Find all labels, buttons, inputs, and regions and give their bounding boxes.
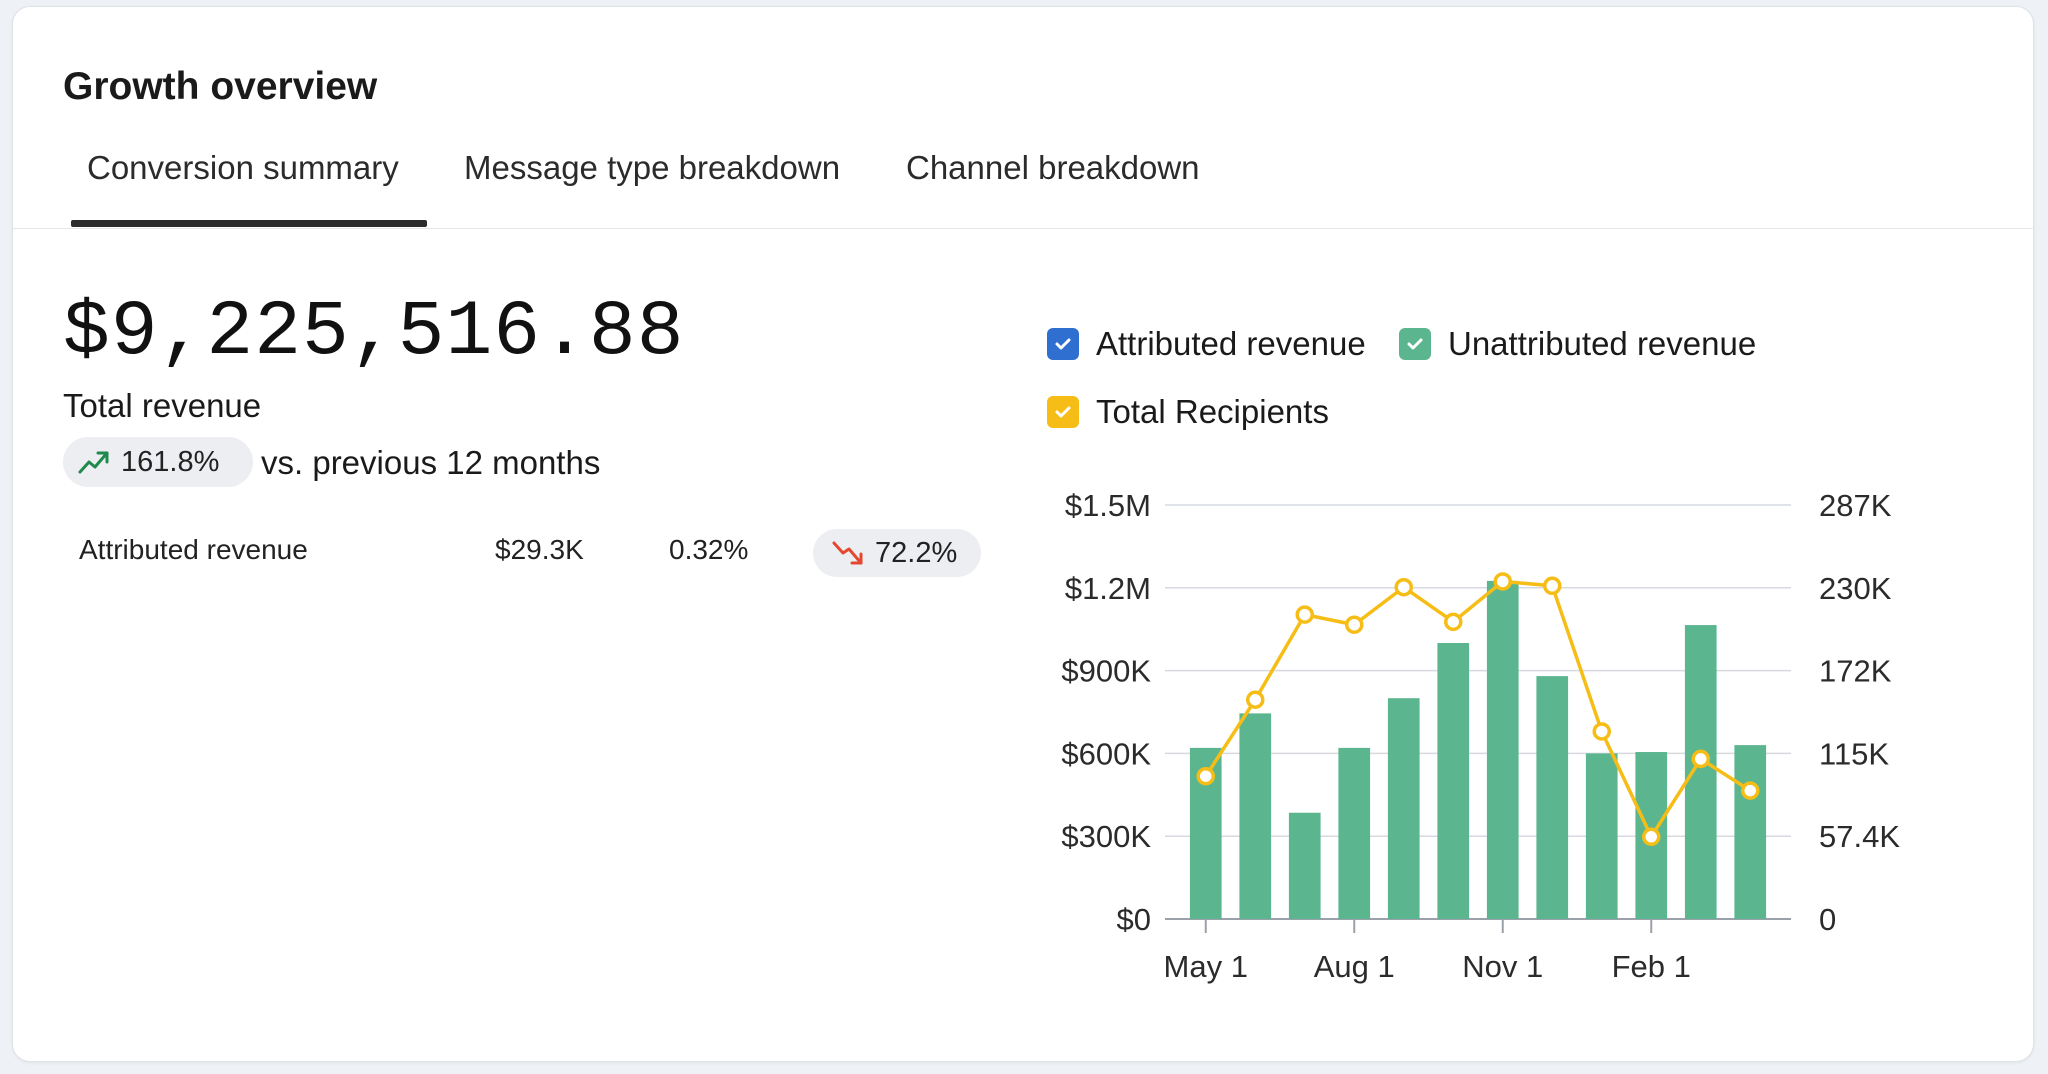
- bar: [1437, 643, 1470, 919]
- recipients-point: [1394, 577, 1413, 597]
- revenue-change-badge: 161.8%: [63, 437, 253, 487]
- bar: [1387, 698, 1420, 919]
- recipients-point: [1691, 749, 1710, 769]
- x-tick-label: Aug 1: [1314, 949, 1395, 984]
- bar: [1288, 812, 1321, 919]
- total-revenue-value: $9,225,516.88: [63, 289, 685, 377]
- y-right-tick-label: 115K: [1819, 736, 1889, 771]
- trend-up-icon: [78, 451, 109, 474]
- y-left-tick-label: $600K: [1061, 736, 1151, 771]
- checkbox-checked-icon[interactable]: [1047, 328, 1079, 360]
- legend-attributed-revenue[interactable]: Attributed revenue: [1047, 325, 1366, 363]
- recipients-point: [1295, 605, 1314, 624]
- bar: [1338, 747, 1371, 919]
- legend-unattributed-revenue[interactable]: Unattributed revenue: [1399, 325, 1756, 363]
- recipients-point: [1444, 612, 1463, 632]
- tab-message-type-breakdown[interactable]: Message type breakdown: [464, 149, 841, 186]
- checkbox-checked-icon[interactable]: [1399, 328, 1431, 360]
- y-right-tick-label: 172K: [1819, 654, 1892, 689]
- active-tab-indicator: [71, 220, 427, 227]
- y-left-tick-label: $0: [1117, 902, 1151, 937]
- recipients-point: [1642, 827, 1661, 847]
- card-title: Growth overview: [63, 65, 378, 108]
- attributed-revenue-value: $29.3K: [495, 534, 584, 565]
- revenue-change-value: 161.8%: [121, 445, 220, 478]
- legend-label: Attributed revenue: [1096, 325, 1366, 362]
- x-tick-label: May 1: [1164, 949, 1248, 984]
- recipients-point: [1543, 576, 1562, 596]
- y-left-tick-label: $300K: [1061, 819, 1151, 854]
- y-left-tick-label: $900K: [1061, 654, 1151, 689]
- recipients-point: [1345, 615, 1364, 634]
- total-revenue-label: Total revenue: [63, 387, 262, 424]
- tab-bar: Conversion summary Message type breakdow…: [13, 127, 2033, 229]
- bar: [1536, 676, 1569, 919]
- legend-label: Unattributed revenue: [1448, 325, 1757, 362]
- attributed-change-value: 72.2%: [875, 536, 958, 569]
- tab-channel-breakdown[interactable]: Channel breakdown: [906, 149, 1200, 186]
- growth-overview-card: Growth overview Conversion summary Messa…: [12, 6, 2034, 1062]
- x-tick-label: Feb 1: [1612, 949, 1691, 984]
- bar: [1486, 580, 1519, 919]
- recipients-line: [1204, 579, 1752, 839]
- legend-total-recipients[interactable]: Total Recipients: [1047, 393, 1329, 431]
- recipients-point: [1493, 572, 1512, 591]
- bar: [1734, 745, 1767, 919]
- y-left-tick-label: $1.5M: [1065, 488, 1151, 523]
- revenue-chart: $0 0 $300K 57.4K $600K 115K $900K 172K $1.2M 230K…: [1061, 488, 1900, 984]
- recipients-point: [1741, 781, 1760, 800]
- bar: [1585, 753, 1618, 919]
- comparison-text: vs. previous 12 months: [261, 444, 601, 481]
- recipients-point: [1246, 690, 1265, 709]
- trend-down-icon: [832, 541, 863, 565]
- tab-conversion-summary[interactable]: Conversion summary: [87, 149, 399, 186]
- recipients-point: [1196, 766, 1215, 786]
- y-right-tick-label: 0: [1819, 902, 1836, 937]
- attributed-revenue-percent: 0.32%: [669, 534, 749, 565]
- y-right-tick-label: 230K: [1819, 571, 1892, 606]
- x-tick-label: Nov 1: [1462, 949, 1543, 984]
- legend-label: Total Recipients: [1096, 393, 1329, 430]
- y-right-tick-label: 57.4K: [1819, 819, 1900, 854]
- y-right-tick-label: 287K: [1819, 488, 1892, 523]
- bar: [1239, 713, 1272, 919]
- checkbox-checked-icon[interactable]: [1047, 396, 1079, 428]
- attributed-revenue-label: Attributed revenue: [79, 534, 308, 565]
- bar: [1684, 625, 1717, 919]
- y-left-tick-label: $1.2M: [1065, 571, 1151, 606]
- attributed-change-badge: 72.2%: [813, 529, 981, 577]
- recipients-point: [1592, 722, 1611, 741]
